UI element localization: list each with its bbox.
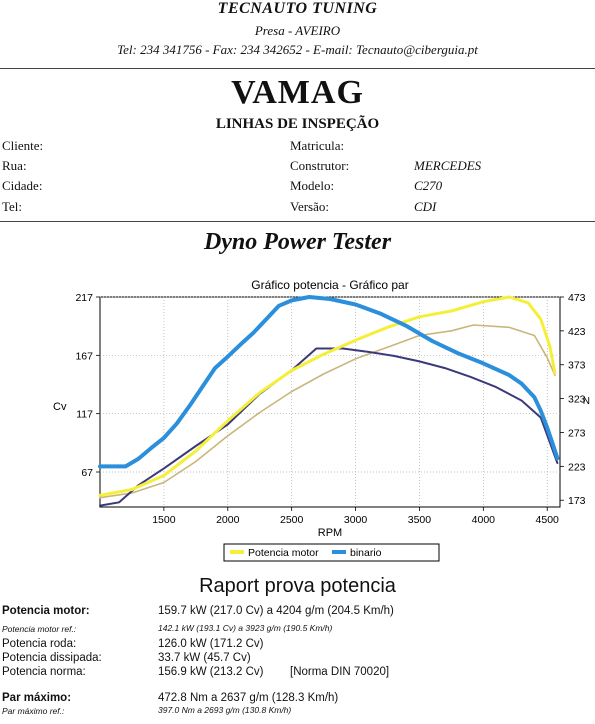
series-line-reference-2 (99, 324, 556, 499)
header-divider (0, 68, 595, 69)
model-value: C270 (414, 178, 443, 193)
y-tick-label-left: 167 (75, 350, 93, 362)
y-axis-label-left: Cv (53, 401, 67, 413)
legend-box (223, 543, 440, 562)
x-tick-label: 4000 (472, 514, 496, 526)
report-label-potencia-roda: Potencia roda: (2, 638, 77, 650)
series-line-potencia-motor (98, 295, 557, 497)
legend-label-potencia: Potencia motor (248, 547, 319, 559)
maker-value: MERCEDES (414, 158, 482, 173)
series-line-binario (98, 295, 560, 469)
x-tick-label: 3000 (344, 514, 368, 526)
report-value-par-ref: 397.0 Nm a 2693 g/m (130.8 Km/h) (158, 705, 292, 715)
chart-title: Gráfico potencia - Gráfico par (251, 278, 408, 292)
brand-subtitle: LINHAS DE INSPEÇÃO (215, 116, 380, 132)
x-tick-label: 1500 (152, 514, 176, 526)
company-address: Presa - AVEIRO (254, 23, 341, 38)
info-divider (0, 221, 595, 222)
company-contacts: Tel: 234 341756 - Fax: 234 342652 - E-ma… (117, 42, 478, 57)
y-tick-label-left: 217 (75, 292, 93, 304)
x-tick-label: 4500 (536, 514, 560, 526)
report-value-potencia-dissipada: 33.7 kW (45.7 Cv) (158, 652, 251, 664)
report-label-potencia-motor: Potencia motor: (2, 605, 90, 617)
street-label: Rua: (2, 158, 27, 173)
report-value-potencia-norma: 156.9 kW (213.2 Cv) (158, 666, 264, 678)
phone-label: Tel: (2, 199, 23, 214)
report-label-par-maximo: Par máximo: (2, 692, 72, 704)
report-value-par-maximo: 472.8 Nm a 2637 g/m (128.3 Km/h) (158, 692, 339, 704)
report-value-potencia-motor: 159.7 kW (217.0 Cv) a 4204 g/m (204.5 Km… (158, 605, 394, 617)
y-tick-label-right: 273 (568, 427, 586, 439)
report-title: Raport prova potencia (199, 575, 396, 597)
report-label-par-ref: Par máximo ref.: (2, 706, 65, 716)
model-label: Modelo: (290, 178, 335, 193)
series-line-reference-3 (99, 347, 559, 507)
report-label-potencia-ref: Potencia motor ref.: (2, 624, 77, 634)
y-tick-label-right: 423 (568, 326, 586, 338)
plot-frame (99, 296, 561, 508)
chart-legend: Potencia motor binario (223, 543, 440, 562)
x-tick-label: 3500 (408, 514, 432, 526)
y-tick-label-right: 173 (568, 495, 586, 507)
series-lines (98, 295, 560, 507)
report-norma-standard: [Norma DIN 70020] (290, 666, 390, 678)
dyno-chart-svg: Gráfico potencia - Gráfico par 1500 2000 2… (53, 278, 590, 562)
y-tick-label-right: 473 (568, 292, 586, 304)
report-label-potencia-norma: Potencia norma: (2, 666, 86, 678)
section-title: Dyno Power Tester (203, 229, 392, 255)
y-tick-label-left: 117 (76, 409, 93, 421)
y-axis-label-right: N (583, 396, 590, 407)
x-axis-label: RPM (318, 527, 342, 539)
y-tick-label-right: 223 (568, 461, 586, 473)
grid-lines (100, 296, 560, 507)
company-name: TECNAUTO TUNING (217, 0, 378, 17)
y-tick-label-left: 67 (81, 467, 93, 479)
client-label: Cliente: (2, 138, 44, 153)
report-value-potencia-roda: 126.0 kW (171.2 Cv) (158, 638, 264, 650)
y-tick-label-right: 323 (568, 394, 586, 406)
report-value-potencia-ref: 142.1 kW (193.1 Cv) a 3923 g/m (190.5 Km… (158, 623, 333, 633)
x-tick-label: 2000 (216, 514, 240, 526)
brand-name: VAMAG (231, 74, 364, 111)
dyno-chart: Gráfico potencia - Gráfico par 1500 2000 2… (0, 274, 595, 574)
maker-label: Construtor: (290, 158, 350, 173)
x-tick-label: 2500 (280, 514, 304, 526)
version-label: Versão: (290, 199, 329, 214)
legend-label-binario: binario (350, 547, 382, 559)
plate-label: Matricula: (290, 138, 345, 153)
axis-ticks: 1500 2000 2500 3000 3500 4000 4500 67 117 167 217 1… (75, 292, 585, 526)
y-tick-label-right: 373 (568, 360, 586, 372)
version-value: CDI (414, 199, 437, 214)
city-label: Cidade: (2, 178, 43, 193)
report-label-potencia-dissipada: Potencia dissipada: (2, 652, 102, 664)
